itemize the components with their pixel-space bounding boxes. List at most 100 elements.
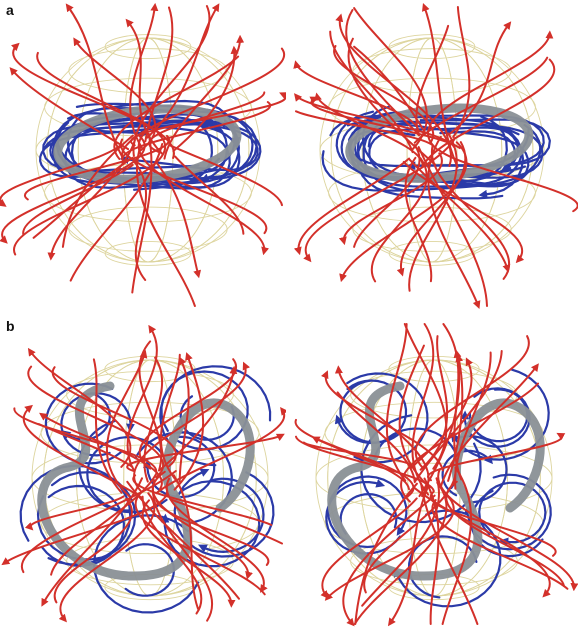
sphere-parallel xyxy=(328,163,536,223)
outer-field-line xyxy=(303,137,456,263)
outer-field-line xyxy=(415,24,450,137)
outer-field-lines xyxy=(294,323,578,627)
outer-field-line xyxy=(47,139,136,261)
outer-field-line xyxy=(135,145,196,307)
outer-field-line xyxy=(338,152,443,246)
outer-field-line xyxy=(320,497,418,599)
outer-field-line xyxy=(353,144,421,248)
outer-field-line xyxy=(404,156,433,283)
outer-field-line xyxy=(152,470,253,580)
outer-field-line xyxy=(158,365,238,472)
inner-field-line xyxy=(61,392,111,441)
outer-field-line xyxy=(61,134,134,248)
outer-field-line xyxy=(431,145,511,280)
outer-field-line xyxy=(41,477,143,607)
outer-field-line xyxy=(22,164,134,236)
inner-field-line xyxy=(179,395,235,441)
outer-field-line xyxy=(134,491,266,596)
outer-field-line xyxy=(353,481,448,625)
outer-field-line xyxy=(168,144,283,207)
outer-field-line xyxy=(293,93,455,148)
panel-b-right-view xyxy=(294,323,578,627)
outer-field-line xyxy=(23,134,171,201)
outer-field-line xyxy=(0,144,122,207)
outer-field-line xyxy=(131,132,153,294)
outer-field-line xyxy=(126,433,285,472)
outer-field-line xyxy=(438,149,578,213)
outer-field-line xyxy=(92,358,123,494)
outer-field-line xyxy=(22,404,144,499)
outer-field-line xyxy=(169,498,283,545)
outer-field-line xyxy=(321,370,444,472)
outer-field-line xyxy=(427,432,566,482)
outer-field-line xyxy=(138,340,163,472)
outer-field-line xyxy=(119,138,268,235)
outer-field-line xyxy=(293,60,420,136)
outer-field-line xyxy=(408,132,458,292)
outer-field-line xyxy=(58,492,156,623)
outer-field-line xyxy=(354,482,418,625)
outer-field-line xyxy=(353,45,427,134)
outer-field-line xyxy=(421,58,556,168)
inner-field-line xyxy=(368,126,519,171)
outer-field-line xyxy=(408,158,511,273)
outer-field-line xyxy=(13,132,167,256)
sphere-parallel xyxy=(31,444,269,512)
outer-field-line xyxy=(441,469,473,625)
inner-field-line xyxy=(49,128,189,177)
outer-field-line xyxy=(293,157,411,256)
outer-field-line xyxy=(133,160,147,281)
inner-field-line xyxy=(468,388,529,443)
outer-field-line xyxy=(129,2,159,149)
inner-field-line xyxy=(339,379,402,444)
sphere-parallel xyxy=(388,241,476,266)
panel-a-right-view xyxy=(293,2,578,309)
outer-field-line xyxy=(427,135,481,309)
outer-field-line xyxy=(324,493,455,601)
outer-field-line xyxy=(370,157,428,283)
outer-field-line xyxy=(353,7,428,151)
outer-field-line xyxy=(172,474,199,610)
outer-field-line xyxy=(36,51,175,159)
outer-field-line xyxy=(449,21,512,135)
inner-field-line xyxy=(393,509,502,608)
panel-label-b: b xyxy=(6,318,15,334)
outer-field-line xyxy=(27,365,165,479)
panel-label-a: a xyxy=(6,2,14,18)
outer-field-line xyxy=(143,356,164,483)
outer-field-line xyxy=(402,160,525,264)
inner-field-line xyxy=(346,372,429,464)
outer-field-line xyxy=(387,486,429,627)
panel-b-left-view xyxy=(1,324,286,623)
outer-field-line xyxy=(173,352,205,491)
outer-field-line xyxy=(403,323,448,470)
outer-field-line xyxy=(13,407,158,473)
outer-field-line xyxy=(385,323,408,482)
inner-field-line xyxy=(160,480,261,568)
outer-field-line xyxy=(122,101,272,158)
outer-field-line xyxy=(333,45,435,143)
inner-field-line xyxy=(325,479,401,555)
core-ring-tube xyxy=(345,103,534,183)
outer-field-line xyxy=(69,143,164,282)
outer-field-line xyxy=(9,67,130,151)
outer-field-lines xyxy=(1,324,286,623)
outer-field-line xyxy=(0,134,146,244)
sphere-parallel xyxy=(352,48,512,94)
sphere-meridian xyxy=(46,37,250,263)
outer-field-line xyxy=(427,30,554,150)
outer-field-lines xyxy=(0,2,286,307)
outer-field-line xyxy=(151,479,214,622)
outer-field-line xyxy=(420,482,479,625)
outer-field-line xyxy=(342,494,436,627)
sphere-parallel xyxy=(68,48,228,94)
outer-field-line xyxy=(1,487,168,566)
inner-field-line xyxy=(454,435,508,504)
outer-field-line xyxy=(439,363,539,489)
outer-field-line xyxy=(73,37,157,152)
outer-field-line xyxy=(431,499,569,590)
inner-field-line xyxy=(52,99,237,187)
outer-field-line xyxy=(20,470,177,574)
outer-field-line xyxy=(417,146,488,307)
outer-field-line xyxy=(38,423,134,468)
